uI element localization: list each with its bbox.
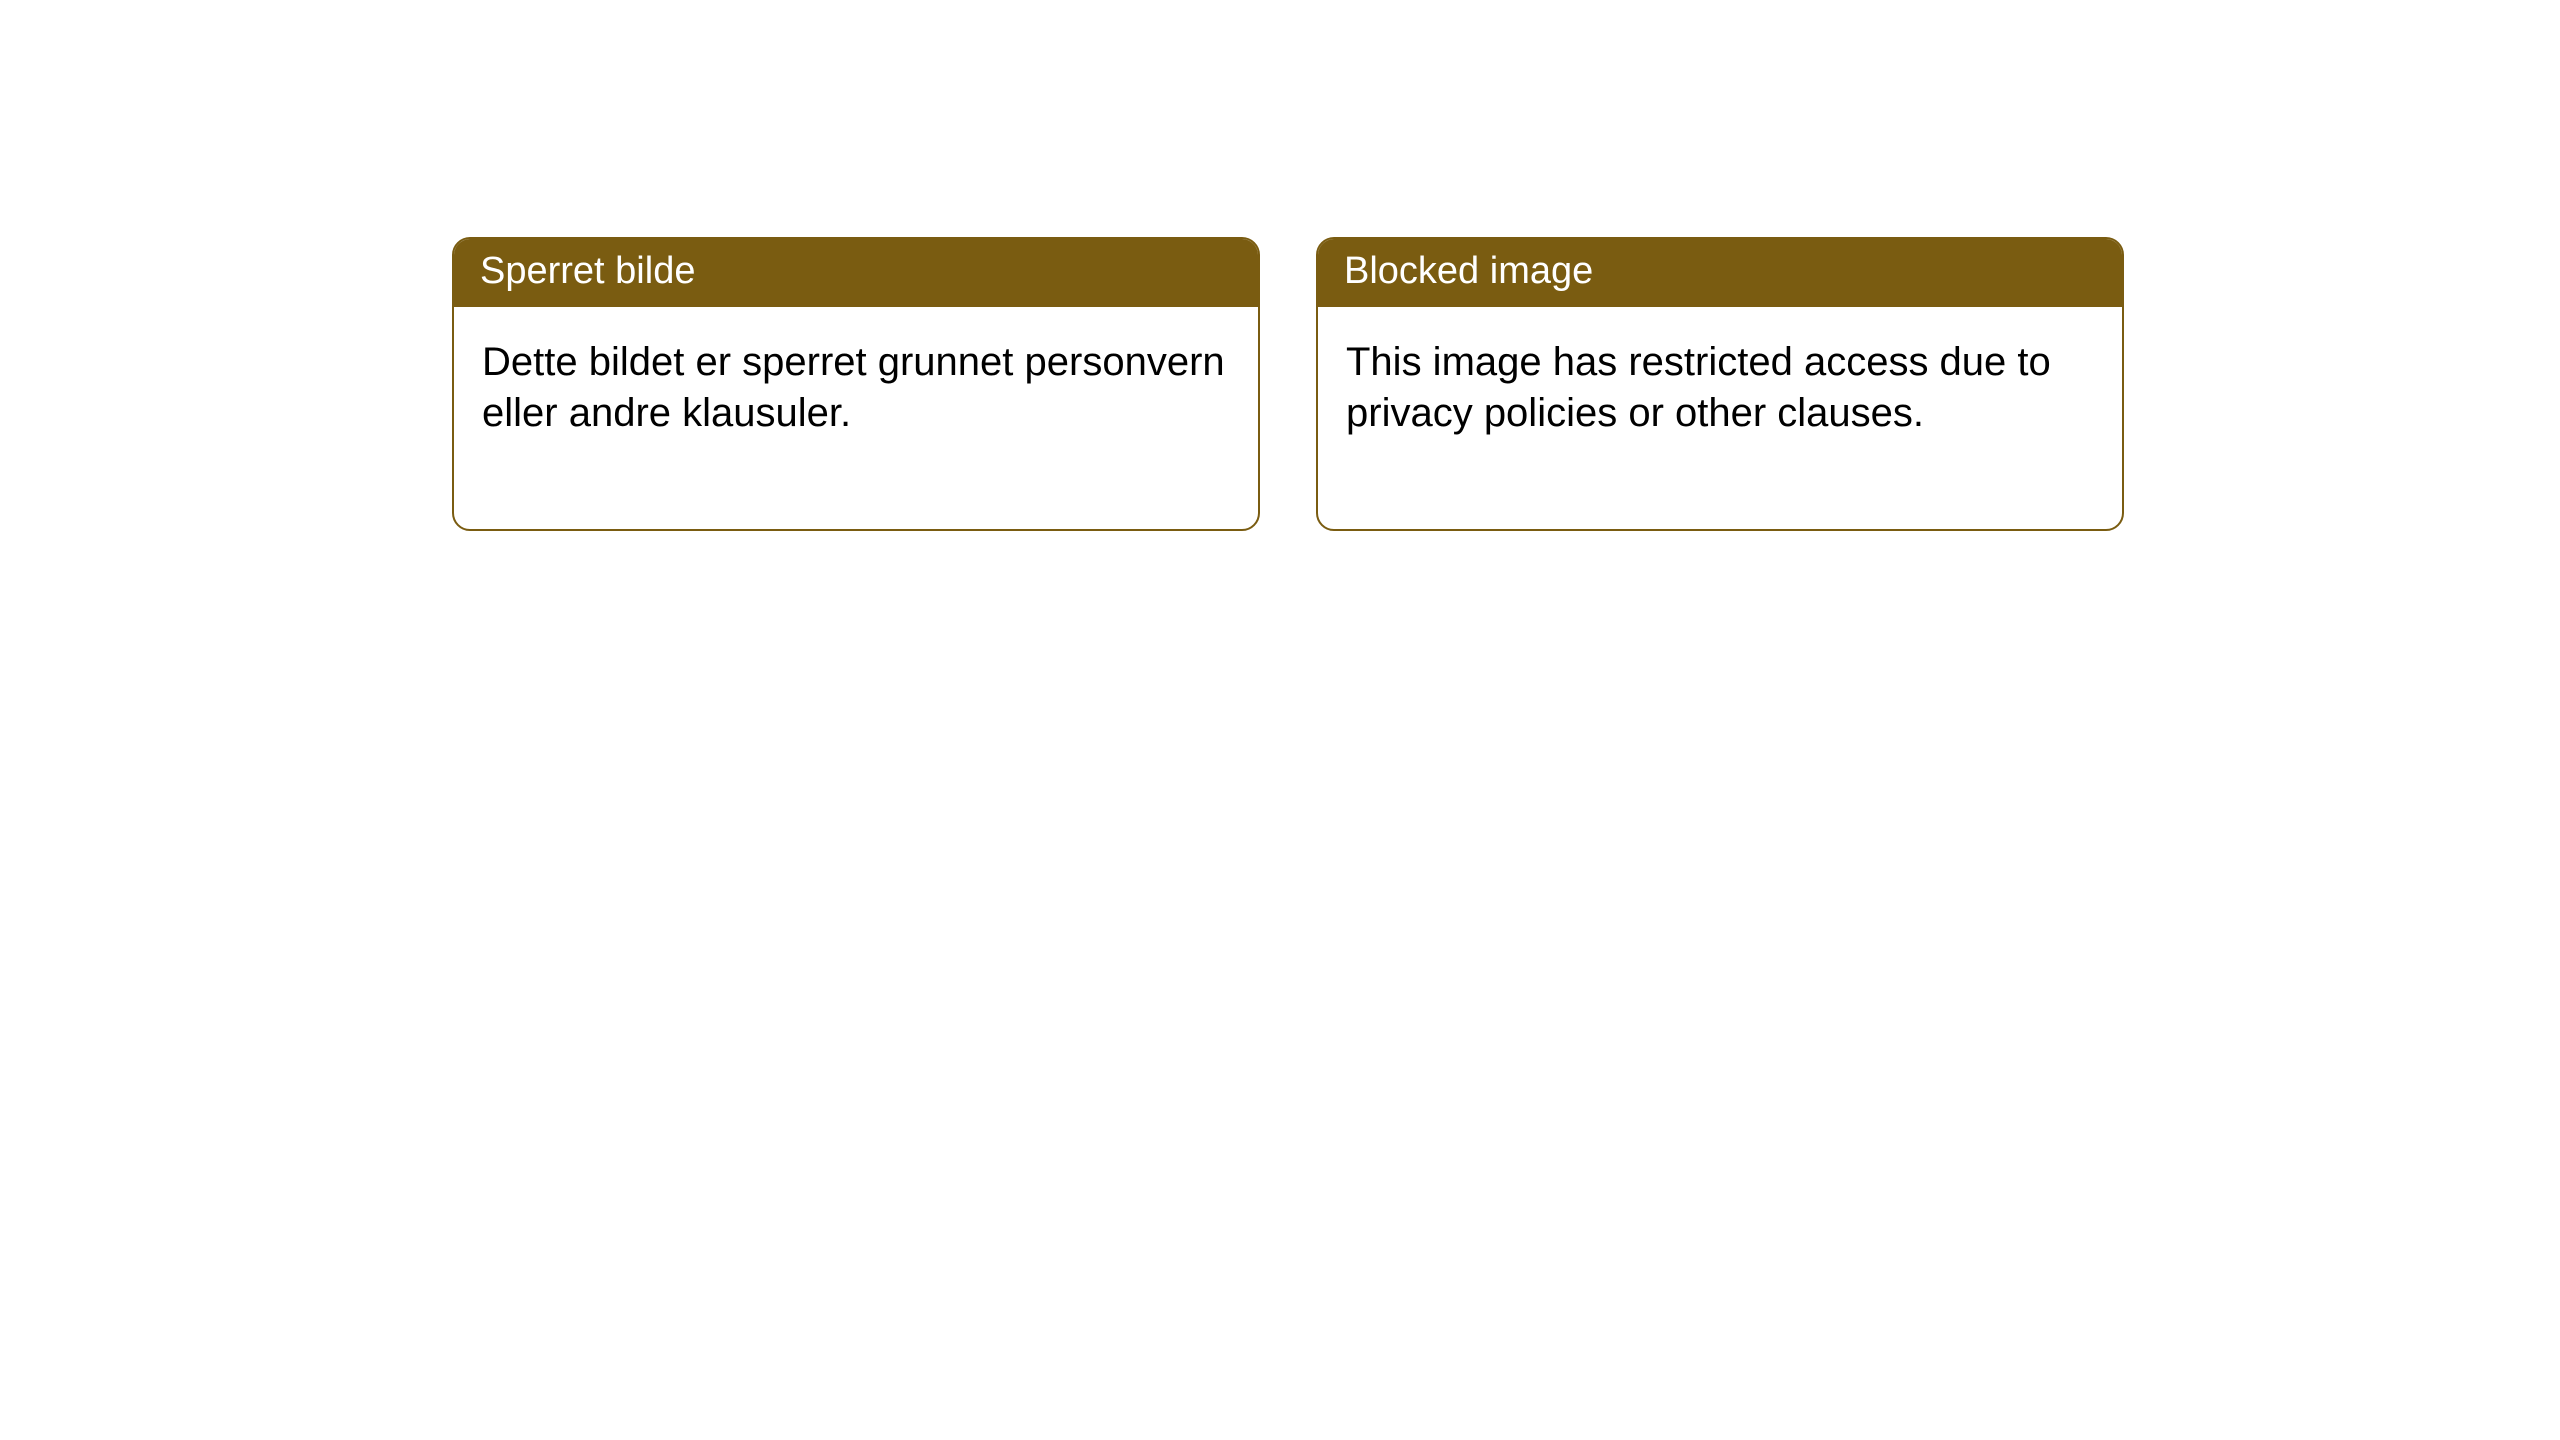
notice-body-english: This image has restricted access due to … <box>1318 307 2122 529</box>
notice-card-norwegian: Sperret bilde Dette bildet er sperret gr… <box>452 237 1260 531</box>
notice-title-english: Blocked image <box>1318 239 2122 307</box>
notice-body-norwegian: Dette bildet er sperret grunnet personve… <box>454 307 1258 529</box>
notice-title-norwegian: Sperret bilde <box>454 239 1258 307</box>
notice-container: Sperret bilde Dette bildet er sperret gr… <box>452 237 2124 531</box>
notice-card-english: Blocked image This image has restricted … <box>1316 237 2124 531</box>
